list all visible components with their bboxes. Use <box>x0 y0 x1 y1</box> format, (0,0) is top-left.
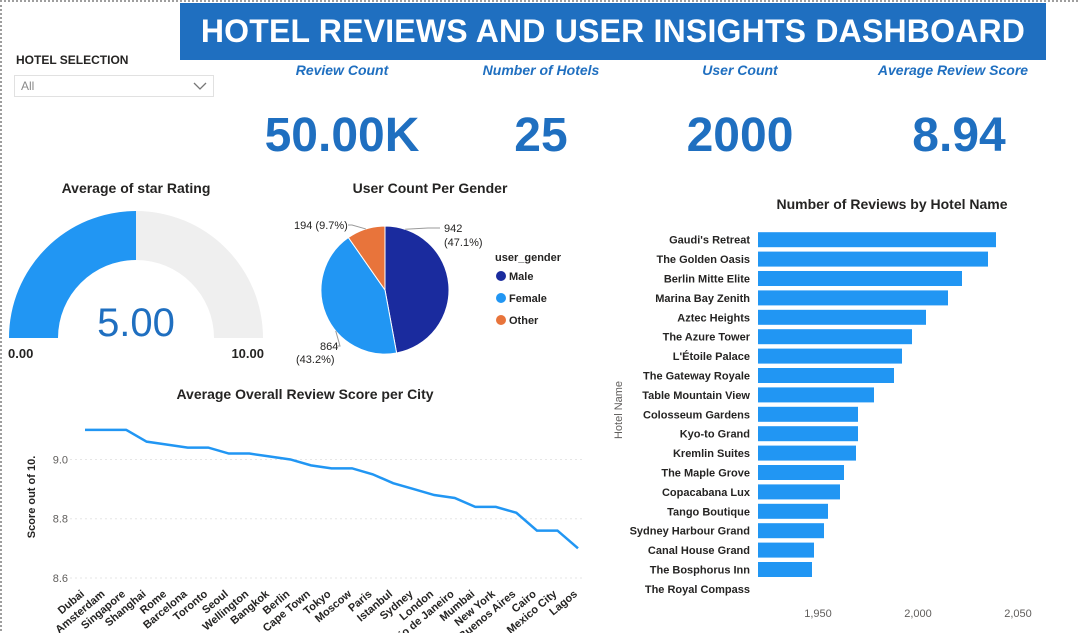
bar-category-label: Kyo-to Grand <box>680 429 750 441</box>
pie-legend-title: user_gender <box>495 252 562 264</box>
line-chart-title: Average Overall Review Score per City <box>176 386 434 402</box>
gender-pie-chart: 942 (47.1%) 864(43.2%) 194 (9.7%) user_gende… <box>294 220 562 366</box>
kpi-label-number-of-hotels: Number of Hotels <box>482 62 600 78</box>
bar-category-label: Colosseum Gardens <box>643 409 750 421</box>
pie-label-other: 194 (9.7%) <box>294 220 348 232</box>
dashboard-title: HOTEL REVIEWS AND USER INSIGHTS DASHBOAR… <box>180 3 1046 60</box>
kpi-value-number-of-hotels: 25 <box>514 109 568 162</box>
bar-aztec-heights <box>758 309 926 325</box>
reviews-by-hotel-bar-chart: Gaudi's Retreat The Golden Oasis Berlin Mi… <box>613 232 1032 620</box>
bar-x-tick-label: 2,050 <box>1004 608 1032 620</box>
bar-category-label: L'Étoile Palace <box>673 350 750 363</box>
bar-chart-title: Number of Reviews by Hotel Name <box>776 196 1008 212</box>
bar-table-mountain-view <box>758 387 874 403</box>
bar-the-azure-tower <box>758 329 912 345</box>
bar-category-label: Berlin Mitte Elite <box>664 274 750 286</box>
chevron-down-icon <box>193 82 207 90</box>
bar-category-label: Copacabana Lux <box>662 487 751 499</box>
line-series-score <box>85 428 579 550</box>
bar-category-label: The Azure Tower <box>663 332 751 344</box>
gauge-value-arc <box>9 211 136 338</box>
hotel-selection-dropdown[interactable]: All <box>14 75 214 97</box>
pie-slice-female <box>320 236 398 355</box>
legend-marker-male <box>496 271 506 281</box>
kpi-label-review-count: Review Count <box>295 62 389 78</box>
legend-label-other: Other <box>509 315 539 327</box>
gauge-max-label: 10.00 <box>231 346 264 361</box>
slicer-title: HOTEL SELECTION <box>16 53 129 67</box>
bar-marina-bay-zenith <box>758 290 948 306</box>
bar-category-label: The Golden Oasis <box>656 254 750 266</box>
bar-category-label: The Gateway Royale <box>643 371 750 383</box>
pie-label-female-value: 864 <box>320 341 338 353</box>
bar-l-etoile-palace <box>758 348 902 364</box>
bar-category-label: Aztec Heights <box>677 312 750 324</box>
pie-leader-line <box>348 224 366 230</box>
bar-category-label: Gaudi's Retreat <box>669 235 750 247</box>
line-y-tick-label: 8.6 <box>53 573 68 585</box>
pie-leader-line <box>335 330 341 347</box>
kpi-value-user-count: 2000 <box>686 109 794 162</box>
gauge-min-label: 0.00 <box>8 346 33 361</box>
bar-the-golden-oasis <box>758 251 988 267</box>
bar-category-label: Sydney Harbour Grand <box>630 526 750 538</box>
bar-category-label: Kremlin Suites <box>673 448 750 460</box>
pie-label-female-pct: (43.2%) <box>296 354 335 366</box>
pie-chart-title: User Count Per Gender <box>352 180 508 196</box>
bar-kremlin-suites <box>758 445 856 461</box>
pie-label-male-pct: (47.1%) <box>444 237 483 249</box>
kpi-label-user-count: User Count <box>702 62 778 78</box>
bar-category-label: The Bosphorus Inn <box>650 565 751 577</box>
bar-gaudi-s-retreat <box>758 232 996 248</box>
gauge-value-label: 5.00 <box>97 301 175 345</box>
pie-leader-line <box>405 227 440 230</box>
bar-category-label: Tango Boutique <box>667 506 750 518</box>
legend-marker-female <box>496 293 506 303</box>
bar-category-label: The Royal Compass <box>645 584 750 596</box>
bar-category-label: Table Mountain View <box>642 390 750 402</box>
kpi-value-average-review-score: 8.94 <box>912 109 1006 162</box>
pie-label-male-value: 942 <box>444 223 462 235</box>
legend-label-male: Male <box>509 271 533 283</box>
bar-kyo-to-grand <box>758 426 858 442</box>
bar-the-bosphorus-inn <box>758 562 812 577</box>
bar-colosseum-gardens <box>758 406 858 422</box>
bar-the-maple-grove <box>758 465 844 480</box>
gauge-chart-title: Average of star Rating <box>61 180 211 196</box>
bar-y-axis-label: Hotel Name <box>613 381 625 439</box>
slicer-selected-value: All <box>21 79 35 93</box>
pie-slice-male <box>384 225 450 354</box>
bar-category-label: Canal House Grand <box>648 545 750 557</box>
star-rating-gauge: 5.00 0.00 10.00 <box>8 211 264 361</box>
city-score-line-chart: 8.68.89.0DubaiAmsterdamSingaporeShanghai… <box>26 428 585 633</box>
bar-x-tick-label: 2,000 <box>904 608 932 620</box>
line-y-tick-label: 9.0 <box>53 454 68 466</box>
kpi-label-average-review-score: Average Review Score <box>877 62 1029 78</box>
bar-sydney-harbour-grand <box>758 523 824 539</box>
legend-label-female: Female <box>509 293 547 305</box>
line-y-axis-label: Score out of 10. <box>26 456 38 539</box>
bar-tango-boutique <box>758 503 828 519</box>
line-y-tick-label: 8.8 <box>53 514 68 526</box>
bar-the-gateway-royale <box>758 368 894 383</box>
bar-berlin-mitte-elite <box>758 271 962 286</box>
bar-canal-house-grand <box>758 542 814 558</box>
bar-copacabana-lux <box>758 484 840 500</box>
bar-x-tick-label: 1,950 <box>804 608 832 620</box>
bar-category-label: Marina Bay Zenith <box>655 293 750 305</box>
kpi-value-review-count: 50.00K <box>264 109 420 162</box>
legend-marker-other <box>496 315 506 325</box>
bar-category-label: The Maple Grove <box>661 468 750 480</box>
